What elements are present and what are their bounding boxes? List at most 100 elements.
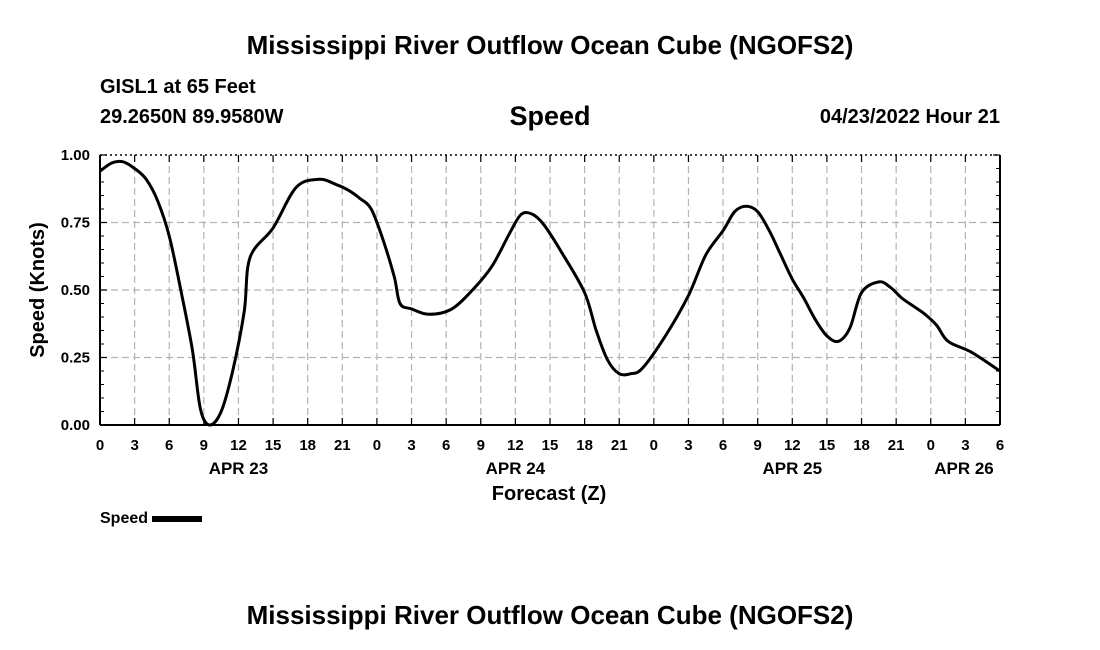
x-tick-label: 3 (961, 437, 969, 454)
data-point (133, 167, 136, 170)
data-point (583, 291, 586, 294)
day-label: APR 25 (763, 459, 823, 478)
x-tick-label: 15 (819, 437, 836, 454)
data-point (428, 313, 430, 316)
forecast-timestamp: 04/23/2022 Hour 21 (819, 106, 1000, 128)
data-point (595, 329, 597, 332)
data-point (399, 302, 401, 305)
y-tick-label: 1.00 (61, 147, 90, 164)
data-point (410, 308, 413, 310)
x-tick-label: 12 (230, 437, 247, 454)
data-point (451, 308, 453, 310)
variable-title: Speed (509, 101, 591, 131)
data-point (860, 291, 863, 294)
day-label: APR 26 (934, 459, 994, 478)
x-tick-label: 18 (299, 437, 316, 454)
x-tick-label: 0 (373, 437, 381, 454)
data-point (722, 229, 724, 232)
data-point (168, 235, 170, 237)
tick-labels: 0 3 6 9 12 15 18 21 0 3 6 9 12 15 18 21 0 3 6 9 12 15 18 21 0 3 6 0… (61, 147, 1004, 478)
data-point (393, 275, 396, 278)
day-label: APR 23 (209, 459, 269, 478)
data-point (560, 251, 563, 253)
data-point (606, 359, 609, 362)
x-tick-label: 12 (784, 437, 801, 454)
data-point (491, 264, 494, 267)
data-point (180, 289, 182, 291)
data-point (687, 294, 690, 297)
data-point (970, 351, 972, 353)
data-point (347, 189, 349, 191)
x-tick-label: 21 (888, 437, 905, 454)
data-point (520, 213, 522, 216)
data-point (630, 372, 632, 375)
data-point (826, 335, 828, 337)
data-point (272, 227, 274, 229)
data-point (243, 310, 245, 313)
data-point (110, 162, 113, 164)
data-point (705, 254, 707, 256)
x-tick-label: 6 (165, 437, 173, 454)
data-point (878, 281, 880, 283)
footer-title: Mississippi River Outflow Ocean Cube (NG… (246, 600, 854, 630)
x-tick-label: 3 (130, 437, 138, 454)
y-tick-label: 0.75 (61, 215, 90, 232)
data-point (249, 256, 251, 259)
x-tick-label: 6 (996, 437, 1004, 454)
data-point (924, 313, 926, 316)
data-point (358, 197, 361, 199)
data-point (99, 170, 101, 172)
chart-title: Mississippi River Outflow Ocean Cube (NG… (246, 30, 854, 60)
x-tick-label: 15 (542, 437, 559, 454)
data-point (508, 232, 511, 235)
legend-label: Speed (100, 510, 149, 527)
y-tick-label: 0.50 (61, 282, 90, 299)
x-tick-label: 12 (507, 437, 524, 454)
axis-labels: Forecast (Z) Speed (Knots) (27, 222, 606, 505)
series-layer (99, 159, 1001, 427)
data-point (901, 297, 903, 299)
x-tick-label: 9 (200, 437, 208, 454)
x-tick-label: 9 (754, 437, 762, 454)
x-tick-label: 21 (611, 437, 628, 454)
data-point (780, 254, 782, 256)
x-tick-label: 6 (719, 437, 727, 454)
data-point (156, 200, 159, 202)
y-tick-label: 0.00 (61, 417, 90, 434)
data-point (947, 340, 949, 343)
data-point (733, 210, 736, 213)
x-tick-label: 0 (96, 437, 104, 454)
data-point (935, 324, 938, 326)
data-point (664, 335, 667, 337)
data-point (381, 237, 384, 240)
data-point (889, 286, 892, 289)
data-point (912, 305, 915, 308)
data-point (335, 183, 338, 186)
data-point (208, 424, 211, 426)
data-point (791, 278, 794, 281)
x-tick-label: 3 (407, 437, 415, 454)
x-tick-label: 6 (442, 437, 450, 454)
data-point (543, 224, 545, 226)
x-axis-label: Forecast (Z) (492, 483, 606, 505)
data-point (803, 297, 805, 299)
data-point (745, 205, 747, 208)
data-point (295, 186, 298, 189)
data-point (199, 408, 202, 410)
y-tick-label: 0.25 (61, 350, 90, 367)
data-point (618, 372, 620, 375)
data-point (531, 213, 534, 216)
legend: Speed (100, 510, 203, 528)
data-point (220, 410, 222, 413)
x-tick-label: 9 (477, 437, 485, 454)
x-tick-label: 15 (265, 437, 282, 454)
data-point (814, 318, 817, 321)
data-point (145, 178, 147, 181)
data-point (191, 348, 194, 351)
x-tick-label: 3 (684, 437, 692, 454)
data-point (318, 178, 321, 181)
data-point (837, 340, 840, 343)
x-tick-label: 21 (334, 437, 351, 454)
data-point (768, 229, 770, 232)
data-point (849, 327, 851, 329)
